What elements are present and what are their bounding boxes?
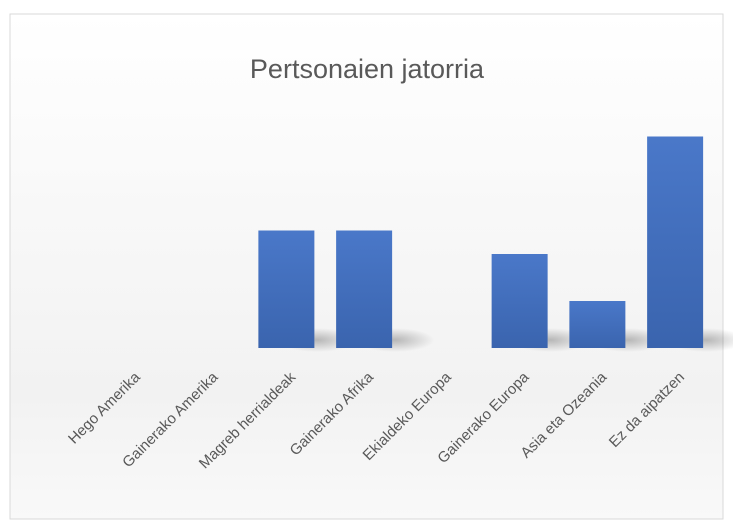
chart-title: Pertsonaien jatorria	[250, 54, 485, 84]
bar	[491, 254, 548, 348]
bar	[647, 136, 704, 348]
bar	[569, 301, 626, 348]
bar	[336, 230, 393, 348]
bar	[258, 230, 315, 348]
